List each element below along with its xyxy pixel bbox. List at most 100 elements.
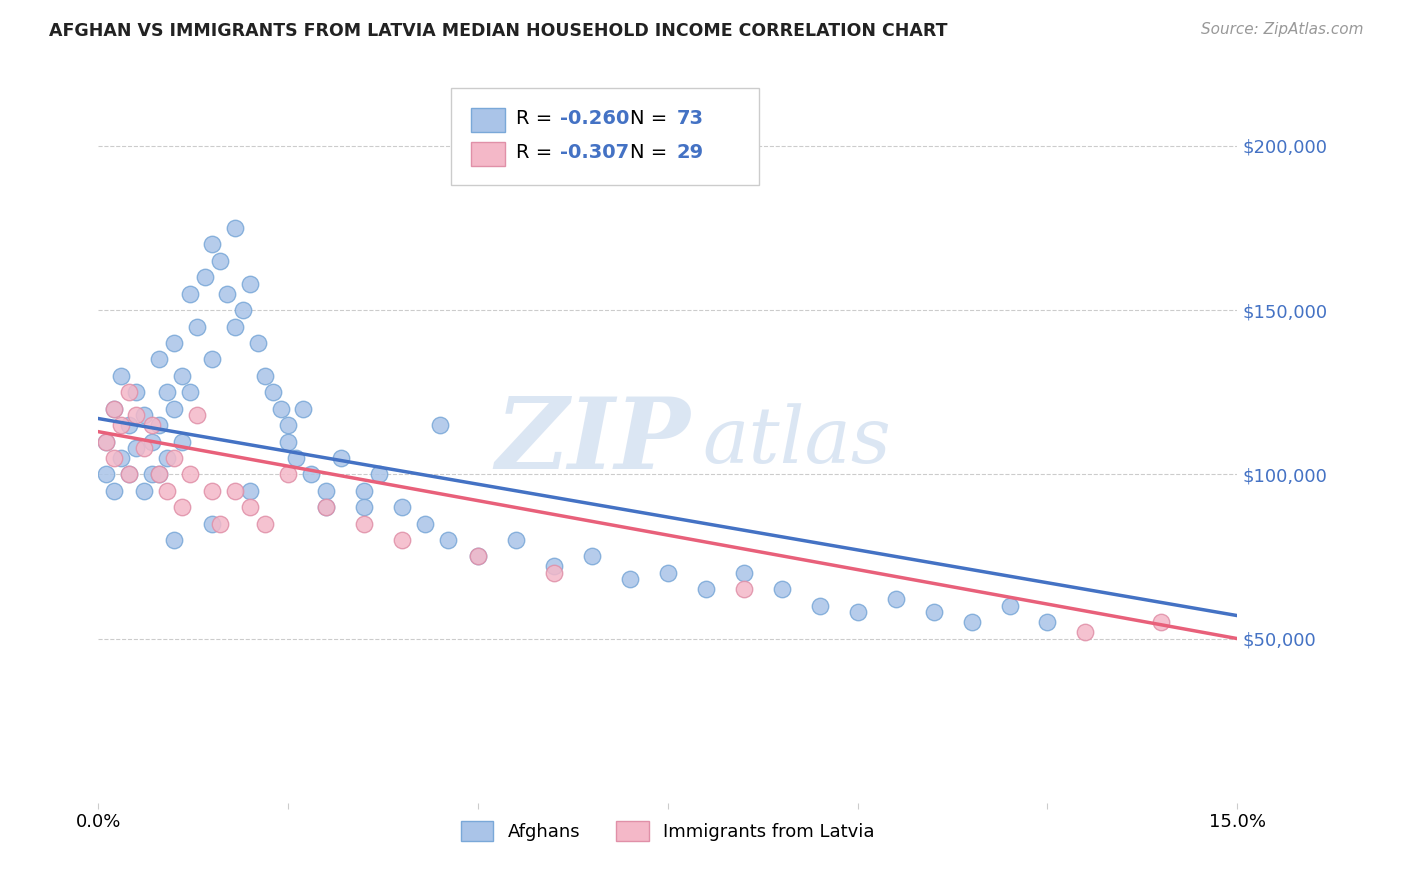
Point xyxy=(960,615,983,630)
Point xyxy=(170,368,193,383)
Point xyxy=(695,582,717,597)
Point xyxy=(846,605,869,619)
Point xyxy=(156,483,179,498)
Point xyxy=(1036,615,1059,630)
Point xyxy=(581,549,603,564)
Text: -0.307: -0.307 xyxy=(560,143,628,162)
Point xyxy=(922,605,945,619)
Text: ZIP: ZIP xyxy=(496,393,690,490)
Point xyxy=(103,483,125,498)
Point xyxy=(186,409,208,423)
FancyBboxPatch shape xyxy=(451,87,759,185)
Point xyxy=(170,500,193,515)
Text: R =: R = xyxy=(516,109,558,128)
Text: AFGHAN VS IMMIGRANTS FROM LATVIA MEDIAN HOUSEHOLD INCOME CORRELATION CHART: AFGHAN VS IMMIGRANTS FROM LATVIA MEDIAN … xyxy=(49,22,948,40)
Point xyxy=(201,237,224,252)
Point xyxy=(208,516,231,531)
Point xyxy=(413,516,436,531)
Point xyxy=(163,336,186,351)
Point xyxy=(103,450,125,465)
Point xyxy=(148,467,170,482)
Point xyxy=(110,368,132,383)
Text: -0.260: -0.260 xyxy=(560,109,628,128)
Point xyxy=(262,385,284,400)
Point xyxy=(505,533,527,547)
Point xyxy=(315,483,337,498)
Point xyxy=(998,599,1021,613)
Point xyxy=(208,253,231,268)
Point xyxy=(619,573,641,587)
Point xyxy=(270,401,292,416)
Point xyxy=(201,516,224,531)
Point xyxy=(254,368,277,383)
Point xyxy=(277,418,299,433)
Point xyxy=(201,483,224,498)
Point xyxy=(770,582,793,597)
Point xyxy=(103,401,125,416)
Point xyxy=(125,385,148,400)
Point xyxy=(163,450,186,465)
Point xyxy=(353,500,375,515)
Point xyxy=(254,516,277,531)
Point xyxy=(148,352,170,367)
Point xyxy=(94,467,117,482)
Point xyxy=(148,418,170,433)
Point xyxy=(163,533,186,547)
Point xyxy=(201,352,224,367)
Text: N =: N = xyxy=(630,109,673,128)
Point xyxy=(808,599,831,613)
Point xyxy=(224,483,246,498)
Point xyxy=(217,286,239,301)
Point xyxy=(118,467,141,482)
Point xyxy=(224,319,246,334)
Point xyxy=(391,500,413,515)
Point xyxy=(733,582,755,597)
Point xyxy=(277,467,299,482)
Text: 29: 29 xyxy=(676,143,704,162)
Point xyxy=(141,467,163,482)
Point xyxy=(467,549,489,564)
Point xyxy=(186,319,208,334)
Point xyxy=(299,467,322,482)
Point xyxy=(110,418,132,433)
Point xyxy=(148,467,170,482)
Point xyxy=(132,409,155,423)
Point xyxy=(179,286,201,301)
Point xyxy=(239,483,262,498)
Point xyxy=(315,500,337,515)
Point xyxy=(436,533,458,547)
Point xyxy=(467,549,489,564)
Point xyxy=(94,434,117,449)
Point xyxy=(391,533,413,547)
Point xyxy=(1074,625,1097,640)
Point xyxy=(156,450,179,465)
Point xyxy=(353,516,375,531)
FancyBboxPatch shape xyxy=(471,142,505,166)
Point xyxy=(118,467,141,482)
Point xyxy=(94,434,117,449)
Point xyxy=(103,401,125,416)
Point xyxy=(277,434,299,449)
Point xyxy=(110,450,132,465)
Point xyxy=(163,401,186,416)
Point xyxy=(733,566,755,580)
Point xyxy=(179,467,201,482)
Legend: Afghans, Immigrants from Latvia: Afghans, Immigrants from Latvia xyxy=(454,814,882,848)
Point xyxy=(179,385,201,400)
Point xyxy=(156,385,179,400)
Point xyxy=(543,559,565,574)
Text: R =: R = xyxy=(516,143,558,162)
Text: Source: ZipAtlas.com: Source: ZipAtlas.com xyxy=(1201,22,1364,37)
Point xyxy=(368,467,391,482)
Point xyxy=(170,434,193,449)
Point xyxy=(315,500,337,515)
Point xyxy=(125,409,148,423)
Text: N =: N = xyxy=(630,143,673,162)
FancyBboxPatch shape xyxy=(471,108,505,132)
Point xyxy=(141,418,163,433)
Point xyxy=(125,441,148,455)
Point xyxy=(353,483,375,498)
Point xyxy=(543,566,565,580)
Point xyxy=(132,441,155,455)
Point xyxy=(429,418,451,433)
